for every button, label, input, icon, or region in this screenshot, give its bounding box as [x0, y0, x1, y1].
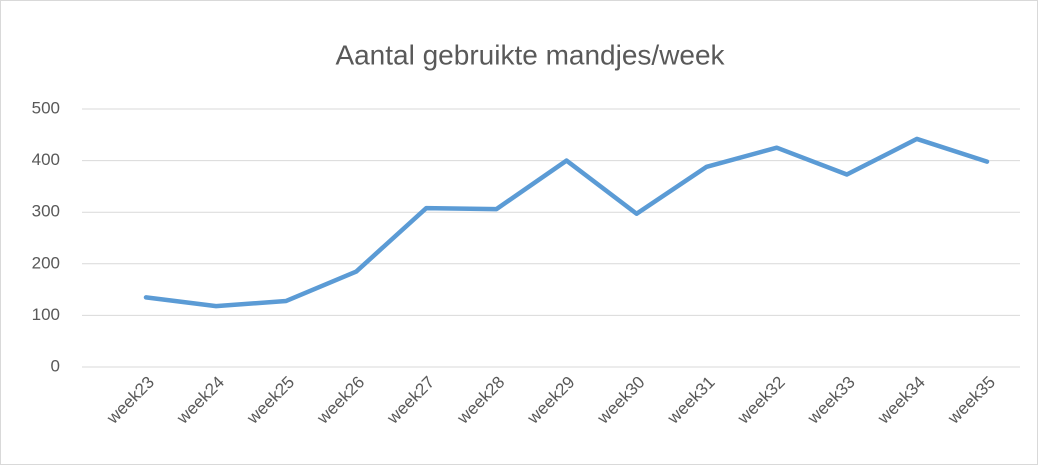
y-tick-label: 0: [51, 356, 60, 375]
y-tick-label: 400: [32, 150, 60, 169]
data-line: [143, 136, 990, 309]
chart-title: Aantal gebruikte mandjes/week: [335, 39, 725, 70]
y-tick-label: 300: [32, 202, 60, 221]
y-tick-label: 100: [32, 305, 60, 324]
y-tick-label: 500: [32, 98, 60, 117]
y-tick-label: 200: [32, 253, 60, 272]
